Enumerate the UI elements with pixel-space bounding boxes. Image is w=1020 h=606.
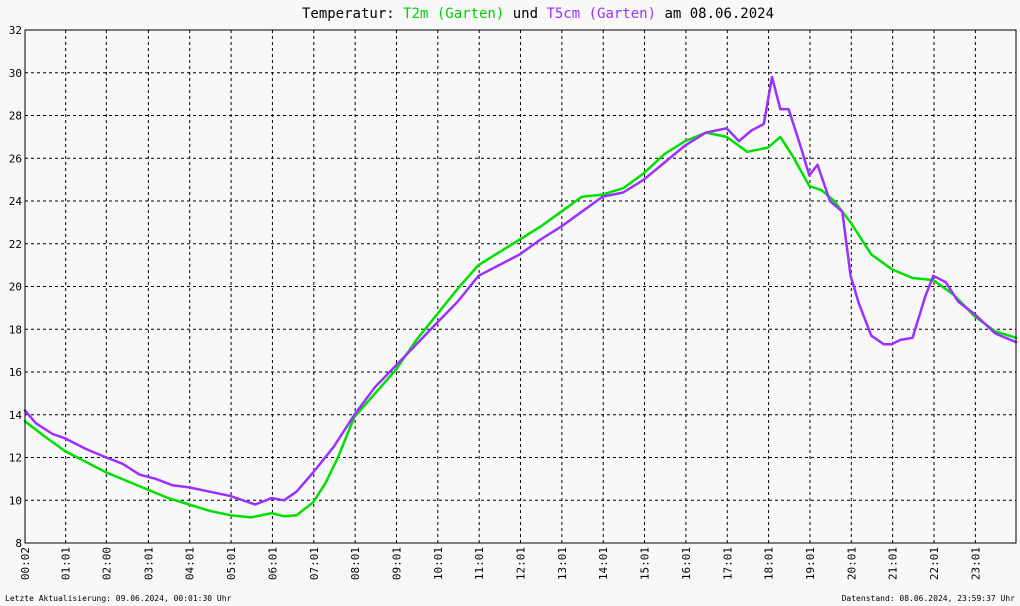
x-tick-label: 20:01 [845,547,858,580]
y-tick-label: 12 [9,452,22,465]
title-suffix: am 08.06.2024 [656,6,774,22]
data-series [23,75,1018,519]
x-tick-label: 05:01 [225,547,238,580]
y-tick-label: 10 [9,494,22,507]
plot-area-frame [24,29,1017,544]
x-tick-label: 10:01 [432,547,445,580]
y-tick-label: 14 [9,409,23,422]
x-tick-label: 16:01 [680,547,693,580]
x-tick-label: 08:01 [349,547,362,580]
x-tick-label: 02:00 [100,547,113,580]
x-tick-label: 19:01 [804,547,817,580]
series-line-t5cm [23,75,1018,506]
x-tick-label: 07:01 [308,547,321,580]
x-tick-label: 14:01 [597,547,610,580]
y-tick-label: 8 [15,537,22,550]
x-tick-label: 18:01 [763,547,776,580]
grid-lines [25,30,1016,543]
footer-last-update: Letzte Aktualisierung: 09.06.2024, 00:01… [5,594,232,603]
x-tick-label: 09:01 [390,547,403,580]
footer-data-status: Datenstand: 08.06.2024, 23:59:37 Uhr [842,594,1016,603]
y-tick-label: 30 [9,67,22,80]
x-tick-label: 06:01 [266,547,279,580]
title-series-t2m: T2m (Garten) [403,6,504,22]
x-axis-ticks: 00:02 01:01 02:00 03:01 04:01 05:01 06:01 07:01… [19,547,982,580]
y-tick-label: 26 [9,152,22,165]
title-prefix: Temperatur: [302,6,403,22]
title-series-t5cm: T5cm (Garten) [546,6,656,22]
y-tick-label: 32 [9,24,22,37]
y-tick-label: 28 [9,110,22,123]
x-tick-label: 15:01 [639,547,652,580]
y-tick-label: 22 [9,238,22,251]
x-tick-label: 22:01 [928,547,941,580]
y-tick-label: 20 [9,281,22,294]
x-tick-label: 23:01 [969,547,982,580]
x-tick-label: 03:01 [142,547,155,580]
x-tick-label: 04:01 [184,547,197,580]
y-tick-label: 18 [9,323,22,336]
x-tick-label: 11:01 [473,547,486,580]
title-middle: und [504,6,546,22]
x-tick-label: 21:01 [887,547,900,580]
x-tick-label: 13:01 [556,547,569,580]
chart-title: Temperatur: T2m (Garten) und T5cm (Garte… [302,6,774,22]
x-tick-label: 12:01 [515,547,528,580]
y-tick-label: 16 [9,366,22,379]
x-tick-label: 00:02 [19,547,32,580]
y-axis-ticks: 8 10 12 14 16 18 20 22 24 26 28 30 32 [9,24,23,550]
x-tick-label: 17:01 [721,547,734,580]
y-tick-label: 24 [9,195,23,208]
x-tick-label: 01:01 [60,547,73,580]
